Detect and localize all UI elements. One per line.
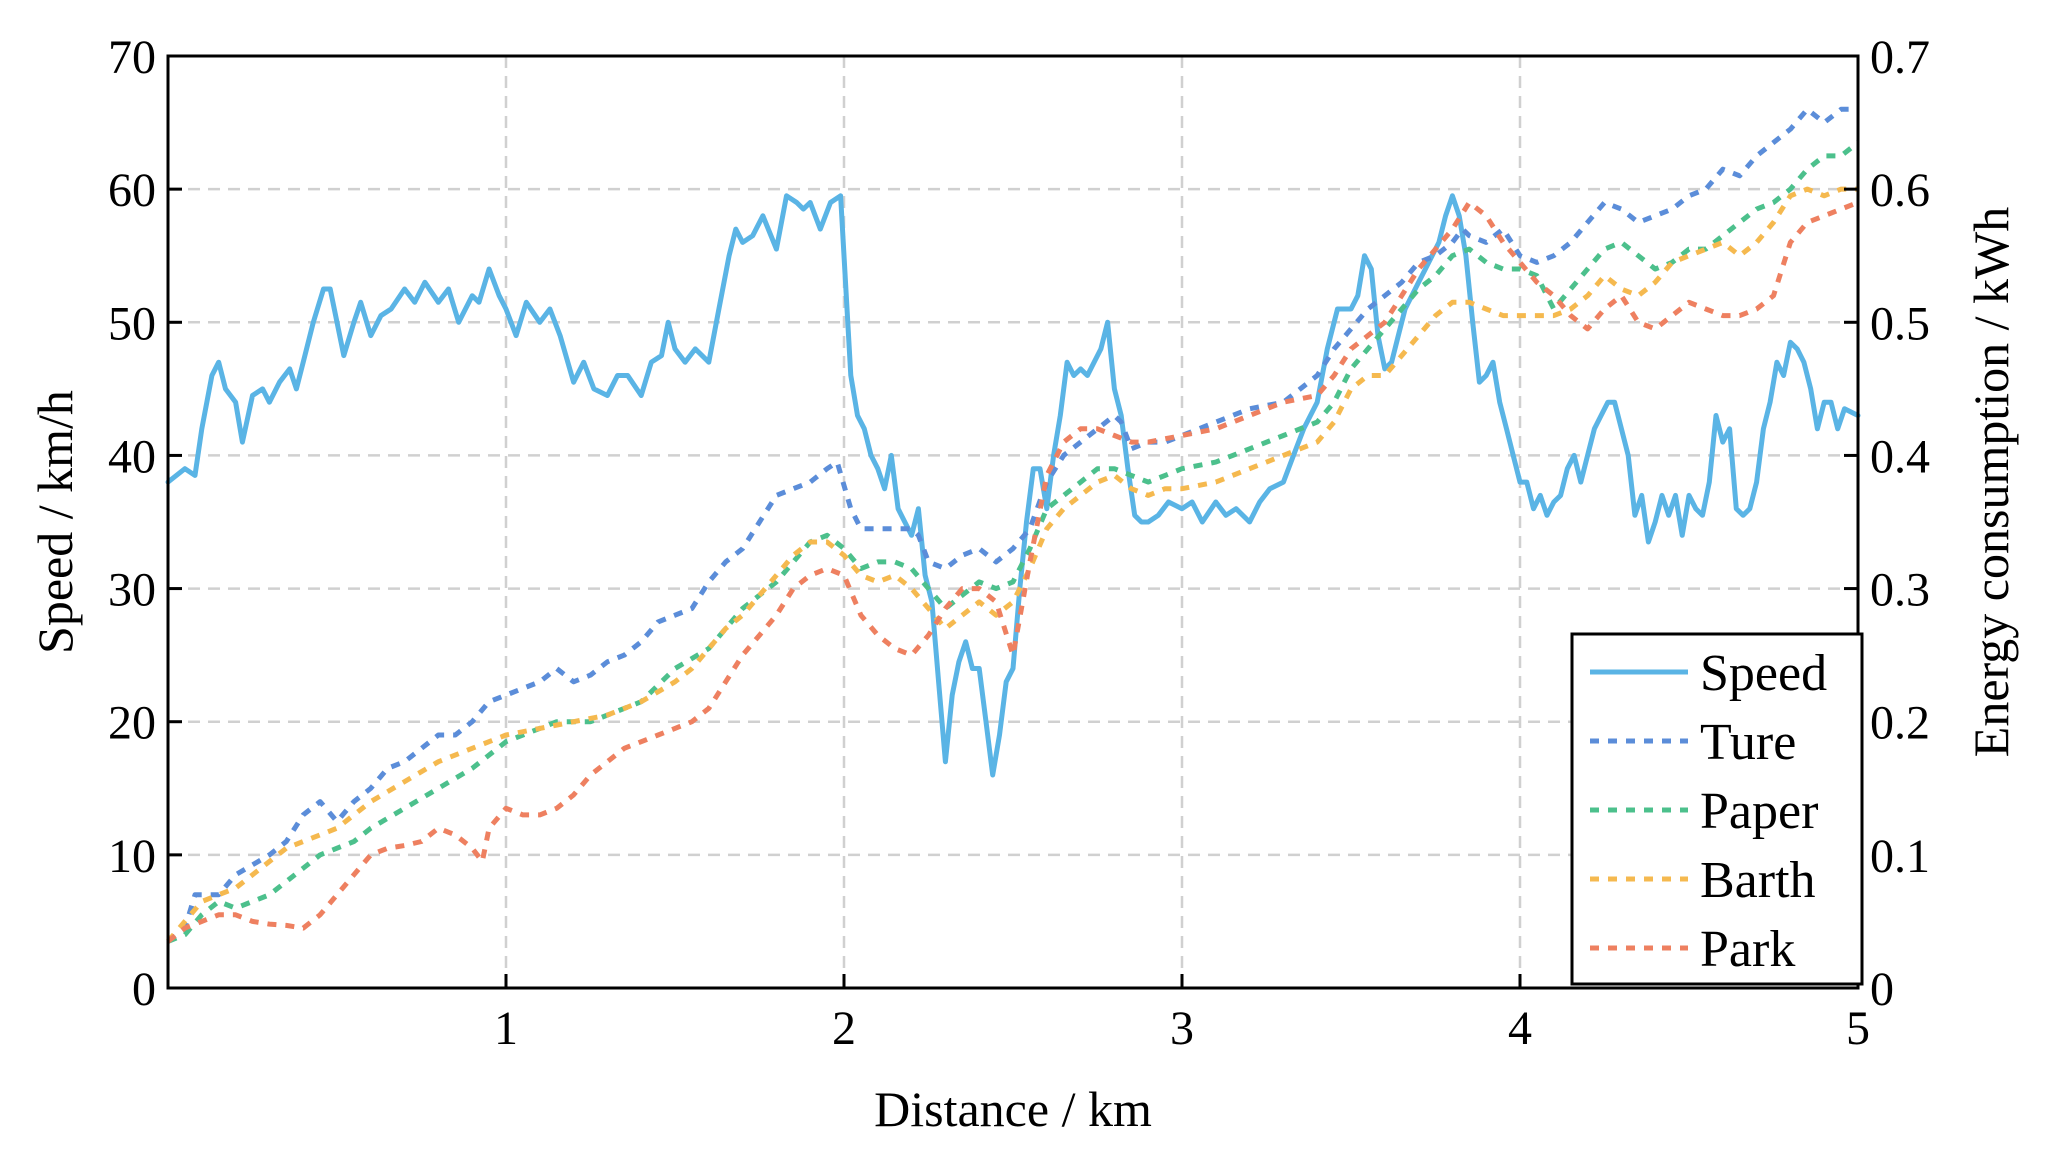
y-left-tick-label: 70 xyxy=(108,31,156,84)
y-right-tick-label: 0.3 xyxy=(1870,564,1930,617)
x-tick-label: 2 xyxy=(832,1002,856,1055)
y-right-tick-label: 0.1 xyxy=(1870,830,1930,883)
x-tick-label: 3 xyxy=(1170,1002,1194,1055)
y-right-tick-label: 0.2 xyxy=(1870,697,1930,750)
y-right-tick-label: 0.6 xyxy=(1870,164,1930,217)
y-axis-left-title: Speed / km/h xyxy=(27,390,83,654)
y-right-tick-label: 0.7 xyxy=(1870,31,1930,84)
axis-ticks xyxy=(168,54,1860,990)
legend-label-speed: Speed xyxy=(1700,645,1827,702)
y-left-tick-label: 40 xyxy=(108,430,156,483)
x-tick-label: 1 xyxy=(494,1002,518,1055)
plot-frame xyxy=(166,54,1860,990)
y-axis-right-title: Energy consumption / kWh xyxy=(1963,207,2019,757)
y-right-tick-label: 0.4 xyxy=(1870,430,1930,483)
legend-label-barth: Barth xyxy=(1700,852,1816,909)
legend-label-park: Park xyxy=(1700,921,1795,978)
y-left-tick-label: 0 xyxy=(132,963,156,1016)
x-axis-title: Distance / km xyxy=(874,1081,1152,1137)
series-line-park xyxy=(166,200,1859,944)
legend-box xyxy=(1570,632,1864,986)
legend-label-paper: Paper xyxy=(1700,783,1818,840)
series-line-barth xyxy=(166,186,1858,944)
y-left-tick-label: 10 xyxy=(108,830,156,883)
legend: Speed Ture Paper Barth Park xyxy=(1570,632,1864,986)
x-tick-label: 5 xyxy=(1846,1002,1870,1055)
y-left-tick-label: 20 xyxy=(108,697,156,750)
series-line-ture xyxy=(166,106,1858,944)
y-left-tick-label: 50 xyxy=(108,297,156,350)
series-line-paper xyxy=(167,140,1860,944)
y-left-tick-label: 30 xyxy=(108,564,156,617)
y-left-tick-label: 60 xyxy=(108,164,156,217)
y-right-tick-label: 0 xyxy=(1870,963,1894,1016)
legend-label-ture: Ture xyxy=(1700,714,1796,771)
series-lines xyxy=(165,106,1861,944)
series-line-speed xyxy=(165,193,1861,778)
x-tick-label: 4 xyxy=(1508,1002,1532,1055)
y-right-tick-label: 0.5 xyxy=(1870,297,1930,350)
